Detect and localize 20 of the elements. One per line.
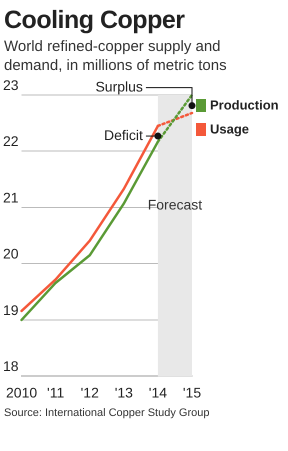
band-label: Forecast <box>148 196 202 212</box>
y-tick-label: 21 <box>2 189 19 206</box>
source-note: Source: International Copper Study Group <box>4 407 210 419</box>
annotation: Deficit <box>104 126 144 143</box>
chart-subtitle: World refined-copper supply and demand, in millions of metric tons <box>4 37 228 75</box>
legend-label: Usage <box>210 122 250 137</box>
x-tick-label: '14 <box>148 384 168 400</box>
x-tick-label: '11 <box>47 384 64 400</box>
y-tick-label: 19 <box>2 302 19 318</box>
chart-title: Cooling Copper <box>4 6 186 35</box>
annotation: Surplus <box>95 78 143 95</box>
x-tick-label: '13 <box>114 384 134 400</box>
y-tick-label: 20 <box>2 246 19 262</box>
y-tick-label: 23 <box>2 76 19 93</box>
x-tick-label: 2010 <box>6 384 38 400</box>
y-tick-label: 22 <box>2 133 19 150</box>
x-tick-label: '12 <box>80 384 100 400</box>
y-tick-label: 18 <box>2 358 19 374</box>
legend-label: Production <box>210 98 279 113</box>
x-tick-label: '15 <box>182 384 202 400</box>
